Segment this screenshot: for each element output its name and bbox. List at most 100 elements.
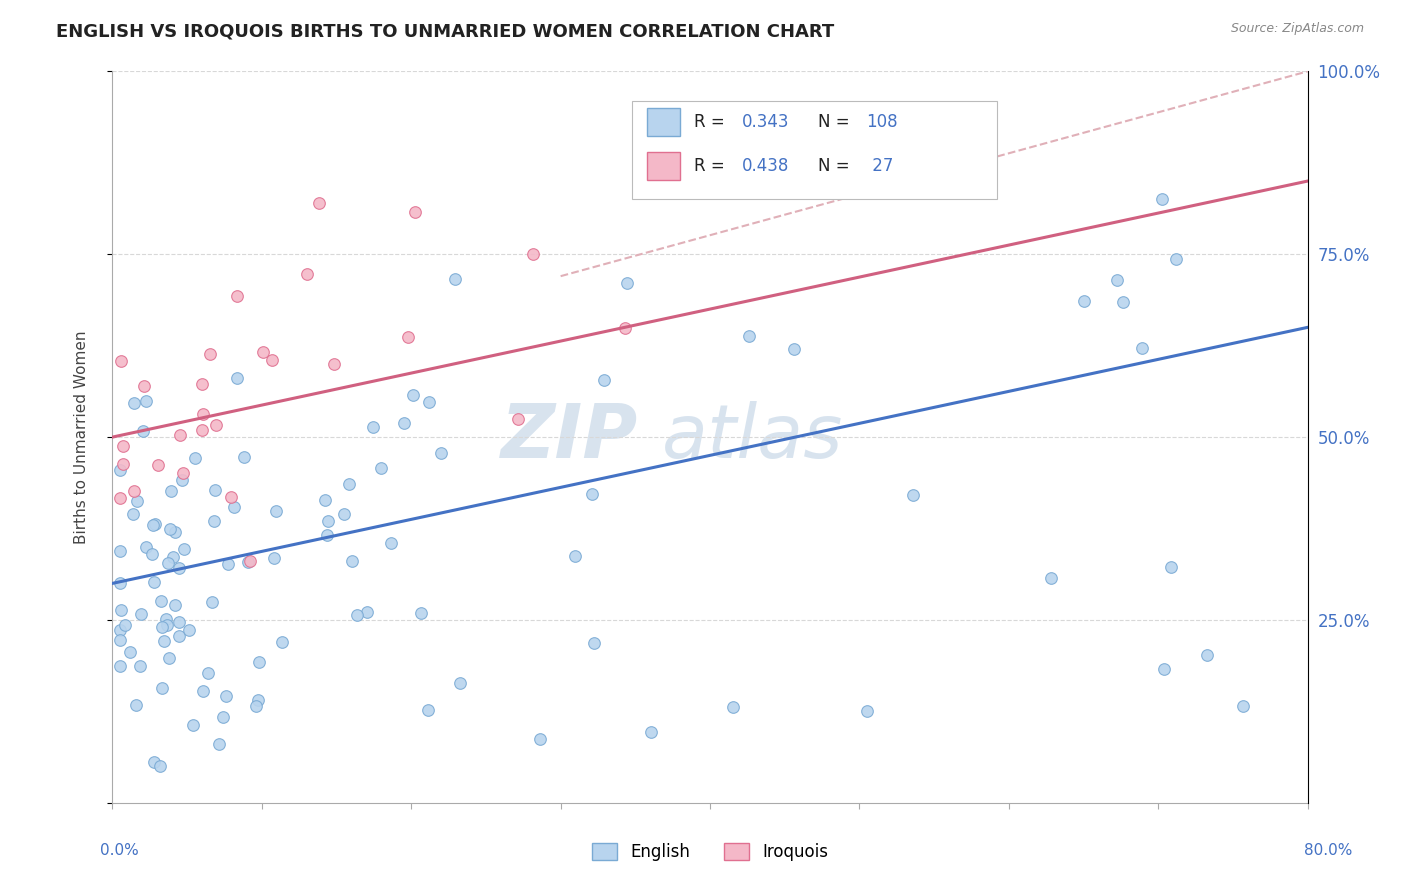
Point	[564, 549, 586, 563]
Text: R =: R =	[695, 112, 731, 131]
Point	[110, 603, 132, 617]
Point	[308, 196, 330, 211]
Point	[1130, 341, 1153, 355]
Point	[120, 645, 142, 659]
Point	[1073, 294, 1095, 309]
Point	[1166, 252, 1188, 267]
Point	[184, 450, 207, 465]
Point	[142, 755, 165, 769]
Point	[316, 528, 339, 542]
Point	[262, 353, 284, 368]
Point	[506, 412, 529, 426]
Point	[316, 514, 339, 528]
Point	[129, 659, 152, 673]
Point	[405, 205, 427, 219]
Point	[191, 377, 214, 392]
Point	[122, 483, 145, 498]
Point	[1153, 662, 1175, 676]
Point	[170, 473, 193, 487]
Point	[738, 329, 761, 343]
Text: 0.0%: 0.0%	[100, 843, 139, 858]
Point	[342, 554, 364, 568]
Point	[163, 524, 186, 539]
Point	[449, 676, 471, 690]
Point	[153, 634, 176, 648]
Point	[122, 507, 145, 521]
Point	[159, 483, 181, 498]
Point	[583, 636, 606, 650]
Point	[263, 551, 285, 566]
Text: ENGLISH VS IROQUOIS BIRTHS TO UNMARRIED WOMEN CORRELATION CHART: ENGLISH VS IROQUOIS BIRTHS TO UNMARRIED …	[56, 22, 835, 40]
Point	[155, 618, 177, 632]
Point	[156, 556, 179, 570]
Point	[108, 659, 131, 673]
Y-axis label: Births to Unmarried Women: Births to Unmarried Women	[75, 330, 89, 544]
Point	[110, 353, 132, 368]
Text: 80.0%: 80.0%	[1305, 843, 1353, 858]
Text: Source: ZipAtlas.com: Source: ZipAtlas.com	[1230, 22, 1364, 36]
Point	[581, 487, 603, 501]
Point	[163, 598, 186, 612]
Point	[122, 396, 145, 410]
Point	[396, 330, 419, 344]
Point	[197, 666, 219, 681]
Point	[411, 607, 433, 621]
Legend: English, Iroquois: English, Iroquois	[585, 836, 835, 868]
Point	[191, 408, 214, 422]
Point	[198, 346, 221, 360]
Point	[167, 560, 190, 574]
Point	[146, 458, 169, 473]
Text: 0.343: 0.343	[742, 112, 790, 131]
Text: N =: N =	[818, 157, 855, 175]
Point	[616, 276, 638, 290]
Point	[1152, 192, 1174, 206]
Point	[252, 345, 274, 359]
Point	[111, 457, 134, 471]
Point	[1039, 571, 1062, 585]
Point	[314, 492, 336, 507]
Text: ZIP: ZIP	[501, 401, 638, 474]
Point	[173, 542, 195, 557]
Point	[380, 536, 402, 550]
Point	[219, 490, 242, 504]
FancyBboxPatch shape	[633, 101, 997, 200]
Point	[613, 321, 636, 335]
Point	[721, 700, 744, 714]
Point	[270, 635, 292, 649]
Point	[346, 607, 368, 622]
Point	[145, 517, 167, 532]
Point	[132, 424, 155, 438]
Point	[215, 689, 238, 703]
Text: 27: 27	[866, 157, 893, 175]
Point	[942, 185, 965, 199]
Point	[108, 544, 131, 558]
Point	[132, 379, 155, 393]
Point	[295, 268, 318, 282]
Point	[247, 693, 270, 707]
Point	[162, 549, 184, 564]
Point	[856, 704, 879, 718]
Point	[217, 558, 239, 572]
Point	[1160, 559, 1182, 574]
Point	[322, 357, 344, 371]
Point	[157, 651, 180, 665]
Point	[370, 460, 392, 475]
Point	[392, 416, 415, 430]
Point	[225, 371, 247, 385]
Point	[333, 507, 356, 521]
Point	[135, 393, 157, 408]
Point	[108, 576, 131, 591]
Point	[225, 289, 247, 303]
Point	[443, 271, 465, 285]
Point	[149, 759, 172, 773]
Text: 108: 108	[866, 112, 898, 131]
Point	[418, 394, 440, 409]
Bar	[647, 108, 681, 136]
Point	[150, 620, 173, 634]
Point	[1107, 273, 1129, 287]
Point	[264, 504, 287, 518]
Point	[1197, 648, 1219, 662]
Point	[108, 633, 131, 648]
Point	[901, 488, 924, 502]
Point	[191, 684, 214, 698]
